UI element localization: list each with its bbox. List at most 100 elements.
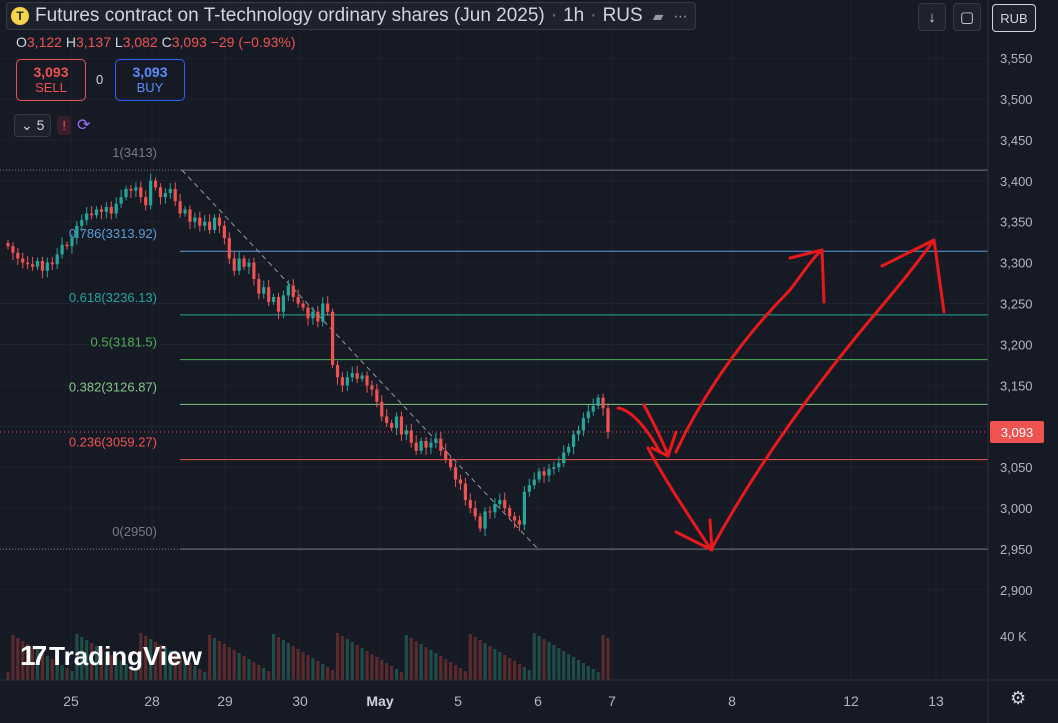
volume-bar xyxy=(596,672,600,680)
candle-body xyxy=(409,430,413,443)
low-value: 3,082 xyxy=(122,34,158,50)
volume-bar xyxy=(350,642,354,680)
candle-body xyxy=(70,238,74,247)
fib-trend-line xyxy=(181,169,539,550)
indicators-toggle[interactable]: ⌄ 5 ! ⟳ xyxy=(14,113,90,137)
volume-bar xyxy=(390,666,394,680)
candle-body xyxy=(453,467,458,480)
volume-bar xyxy=(591,669,595,680)
volume-bar xyxy=(114,658,118,680)
candle-body xyxy=(316,311,320,322)
volume-bar xyxy=(21,641,25,680)
candle-body xyxy=(463,483,467,500)
time-tick-label: 13 xyxy=(928,693,944,709)
volume-bar xyxy=(458,668,463,680)
high-label: H xyxy=(65,34,76,50)
candle-body xyxy=(114,203,118,214)
candle-body xyxy=(311,311,315,319)
fullscreen-icon: ▢ xyxy=(959,9,975,26)
time-tick-label: 7 xyxy=(608,693,616,709)
volume-bar xyxy=(522,667,526,680)
volume-bar xyxy=(70,671,74,680)
sell-button[interactable]: 3,093 SELL xyxy=(16,59,86,101)
volume-bar xyxy=(576,660,581,680)
volume-bar xyxy=(119,661,123,680)
volume-bar xyxy=(552,645,556,680)
price-tick-label: 3,200 xyxy=(1000,337,1033,352)
tradingview-logo[interactable]: 17 TradingView xyxy=(20,640,202,672)
volume-bar xyxy=(129,667,133,680)
volume-bar xyxy=(242,656,246,680)
candle-body xyxy=(203,221,207,226)
volume-bar xyxy=(414,641,418,680)
volume-bar xyxy=(498,652,502,680)
volume-bar xyxy=(468,634,472,680)
interval-label[interactable]: 1h xyxy=(563,5,585,26)
volume-bar xyxy=(11,635,15,680)
volume-bar xyxy=(532,633,536,680)
candle-body xyxy=(198,217,202,226)
volume-bar xyxy=(222,644,226,680)
download-button[interactable]: ↓ xyxy=(918,3,946,31)
current-price-badge xyxy=(990,421,1044,444)
refresh-icon[interactable]: ⟳ xyxy=(77,117,91,134)
candle-body xyxy=(345,377,349,386)
candle-body xyxy=(567,446,571,453)
candle-body xyxy=(119,197,123,204)
settings-gear-icon[interactable]: ⚙ xyxy=(1010,688,1027,708)
indicators-collapse-button[interactable]: ⌄ 5 xyxy=(14,113,52,137)
candle-body xyxy=(394,416,399,428)
candle-body xyxy=(291,285,295,297)
symbol-header[interactable]: T Futures contract on T-technology ordin… xyxy=(6,2,697,30)
volume-bar xyxy=(109,655,113,680)
volume-bar xyxy=(286,643,290,680)
candle-body xyxy=(390,423,394,428)
candle-body xyxy=(586,411,590,419)
volume-bar xyxy=(80,637,84,680)
volume-bar xyxy=(409,638,413,680)
volume-bar xyxy=(104,652,108,680)
warning-icon[interactable]: ! xyxy=(57,115,72,135)
volume-bar xyxy=(188,663,192,680)
fib-level-label: 0.236(3059.27) xyxy=(69,435,157,450)
candle-body xyxy=(350,373,354,378)
price-tick-label: 3,550 xyxy=(1000,51,1033,66)
price-tick-label: 3,300 xyxy=(1000,256,1033,271)
volume-bar xyxy=(203,672,207,680)
candle-body xyxy=(552,467,556,469)
candle-body xyxy=(35,260,40,267)
candle-body xyxy=(247,262,251,267)
candle-body xyxy=(458,479,463,484)
more-icon[interactable]: ⋯ xyxy=(673,7,688,24)
volume-bar xyxy=(153,642,158,680)
buy-button[interactable]: 3,093 BUY xyxy=(115,59,185,101)
volume-bar xyxy=(267,671,271,680)
candle-body xyxy=(591,405,595,412)
open-label: O xyxy=(16,34,27,50)
volume-bar xyxy=(316,661,320,680)
volume-bar xyxy=(567,654,571,680)
candle-body xyxy=(517,520,522,525)
fullscreen-button[interactable]: ▢ xyxy=(953,3,981,31)
volume-bar xyxy=(281,640,286,680)
sell-label: SELL xyxy=(35,80,67,95)
price-tick-label: 3,400 xyxy=(1000,174,1033,189)
volume-bar xyxy=(375,657,379,680)
symbol-logo-icon: T xyxy=(11,7,29,25)
time-tick-label: May xyxy=(366,693,393,709)
candle-body xyxy=(227,238,231,259)
volume-bar xyxy=(149,639,153,680)
currency-select[interactable]: RUB xyxy=(992,4,1036,32)
buy-price: 3,093 xyxy=(132,64,168,80)
candle-body xyxy=(286,285,290,296)
candle-body xyxy=(547,468,551,476)
candle-body xyxy=(242,258,246,267)
candle-body xyxy=(183,209,187,214)
time-axis: 25 28 29 30 May 5 6 7 8 12 13 xyxy=(0,679,1058,709)
volume-bar xyxy=(345,639,349,680)
volume-bar xyxy=(537,636,541,680)
volume-bar xyxy=(65,668,69,680)
candle-body xyxy=(601,397,605,409)
flag-icon[interactable]: ▰ xyxy=(652,7,664,24)
